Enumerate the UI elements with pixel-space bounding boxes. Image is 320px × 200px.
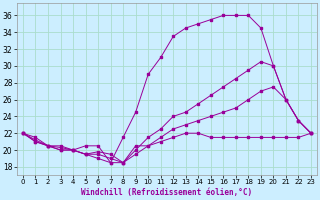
- X-axis label: Windchill (Refroidissement éolien,°C): Windchill (Refroidissement éolien,°C): [81, 188, 252, 197]
